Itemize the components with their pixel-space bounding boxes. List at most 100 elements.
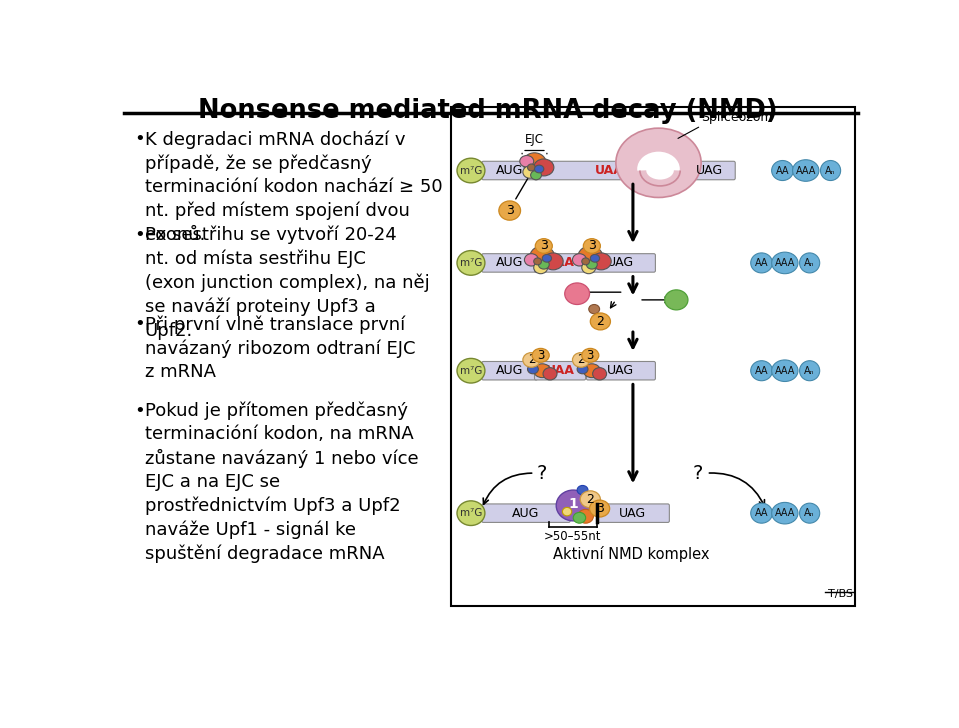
Ellipse shape [523, 352, 540, 367]
Ellipse shape [520, 156, 534, 167]
Text: AAA: AAA [796, 165, 816, 175]
Ellipse shape [772, 360, 798, 381]
Text: EJC: EJC [525, 133, 544, 146]
Ellipse shape [543, 368, 557, 380]
Text: 3: 3 [505, 204, 514, 217]
Ellipse shape [457, 358, 485, 383]
FancyBboxPatch shape [481, 162, 538, 180]
Text: AAA: AAA [775, 365, 795, 376]
Ellipse shape [590, 500, 610, 517]
Ellipse shape [577, 486, 588, 495]
Ellipse shape [573, 352, 590, 367]
Ellipse shape [527, 164, 535, 171]
Text: Aₙ: Aₙ [805, 365, 815, 376]
Ellipse shape [527, 365, 538, 373]
Text: UAA: UAA [546, 364, 574, 377]
Text: Po sestřihu se vytvoří 20-24
nt. od místa sestřihu EJC
(exon junction complex), : Po sestřihu se vytvoří 20-24 nt. od míst… [145, 226, 430, 340]
Ellipse shape [751, 253, 772, 273]
Text: •: • [134, 315, 145, 333]
Text: UAA: UAA [595, 164, 623, 177]
Ellipse shape [589, 304, 599, 314]
Text: 2: 2 [577, 353, 585, 366]
Text: AA: AA [755, 258, 768, 268]
Text: UAG: UAG [696, 164, 723, 177]
Ellipse shape [577, 365, 588, 373]
Ellipse shape [582, 258, 590, 265]
FancyBboxPatch shape [586, 362, 655, 380]
Text: 3: 3 [587, 349, 594, 362]
Ellipse shape [534, 159, 554, 176]
Text: AAA: AAA [775, 258, 795, 268]
Ellipse shape [578, 510, 594, 523]
Text: UAG: UAG [607, 256, 635, 269]
Text: T/BS: T/BS [828, 590, 853, 599]
Ellipse shape [821, 160, 841, 181]
Ellipse shape [593, 368, 607, 380]
Text: 2: 2 [527, 353, 535, 366]
Ellipse shape [772, 160, 793, 181]
Ellipse shape [616, 128, 701, 197]
Ellipse shape [582, 349, 598, 363]
Text: AUG: AUG [496, 364, 524, 377]
Text: AA: AA [755, 508, 768, 518]
Text: 3: 3 [588, 240, 596, 253]
Text: Pokud je přítomen předčasný
terminacióní kodon, na mRNA
zůstane navázaný 1 nebo : Pokud je přítomen předčasný terminacióní… [145, 402, 418, 563]
Text: m⁷G: m⁷G [459, 258, 482, 268]
Text: Aₙ: Aₙ [805, 508, 815, 518]
Ellipse shape [565, 283, 590, 304]
Text: Nonsense mediated mRNA decay (NMD): Nonsense mediated mRNA decay (NMD) [199, 98, 778, 124]
Text: 3: 3 [537, 349, 545, 362]
FancyBboxPatch shape [481, 504, 571, 523]
Text: •: • [134, 226, 145, 244]
Bar [451, 106, 855, 606]
Text: 3: 3 [596, 502, 603, 515]
Text: •: • [134, 130, 145, 149]
Ellipse shape [591, 255, 599, 262]
Text: Aktivní NMD komplex: Aktivní NMD komplex [553, 545, 710, 561]
FancyBboxPatch shape [481, 362, 538, 380]
Ellipse shape [772, 252, 798, 274]
Ellipse shape [573, 253, 586, 266]
Ellipse shape [580, 491, 600, 508]
Ellipse shape [583, 239, 600, 253]
Ellipse shape [586, 260, 597, 269]
Text: m⁷G: m⁷G [459, 365, 482, 376]
Ellipse shape [556, 490, 591, 521]
Text: ?: ? [537, 464, 548, 483]
Ellipse shape [530, 170, 542, 180]
Text: m⁷G: m⁷G [459, 165, 482, 175]
Ellipse shape [532, 349, 550, 363]
Ellipse shape [591, 253, 611, 270]
Text: ?: ? [692, 464, 702, 483]
Ellipse shape [637, 151, 680, 186]
Text: m⁷G: m⁷G [459, 508, 482, 518]
Ellipse shape [499, 201, 521, 220]
Ellipse shape [542, 255, 551, 262]
Text: >50–55nt: >50–55nt [544, 530, 601, 543]
Ellipse shape [457, 250, 485, 275]
Ellipse shape [525, 253, 538, 266]
Ellipse shape [534, 364, 550, 378]
Text: Při první vlně translace první
navázaný ribozom odtraní EJC
z mRNA: Při první vlně translace první navázaný … [145, 315, 415, 381]
FancyBboxPatch shape [481, 253, 538, 272]
Text: AUG: AUG [512, 507, 540, 520]
Text: •: • [134, 402, 145, 419]
Ellipse shape [534, 165, 544, 173]
Text: AA: AA [755, 365, 768, 376]
Text: Aₙ: Aₙ [805, 258, 815, 268]
Ellipse shape [457, 501, 485, 526]
Ellipse shape [665, 290, 688, 310]
Text: 3: 3 [540, 240, 548, 253]
Ellipse shape [800, 253, 820, 273]
Ellipse shape [523, 166, 537, 178]
Text: K degradaci mRNA dochází v
případě, že se předčasný
terminacióní kodon nachází ≥: K degradaci mRNA dochází v případě, že s… [145, 130, 442, 244]
Text: AAA: AAA [775, 508, 795, 518]
Ellipse shape [792, 159, 819, 181]
Text: 1: 1 [569, 497, 578, 511]
Ellipse shape [562, 507, 572, 516]
Ellipse shape [582, 261, 596, 274]
Ellipse shape [591, 313, 611, 330]
Ellipse shape [523, 153, 546, 173]
Ellipse shape [583, 364, 600, 378]
Ellipse shape [530, 246, 554, 267]
